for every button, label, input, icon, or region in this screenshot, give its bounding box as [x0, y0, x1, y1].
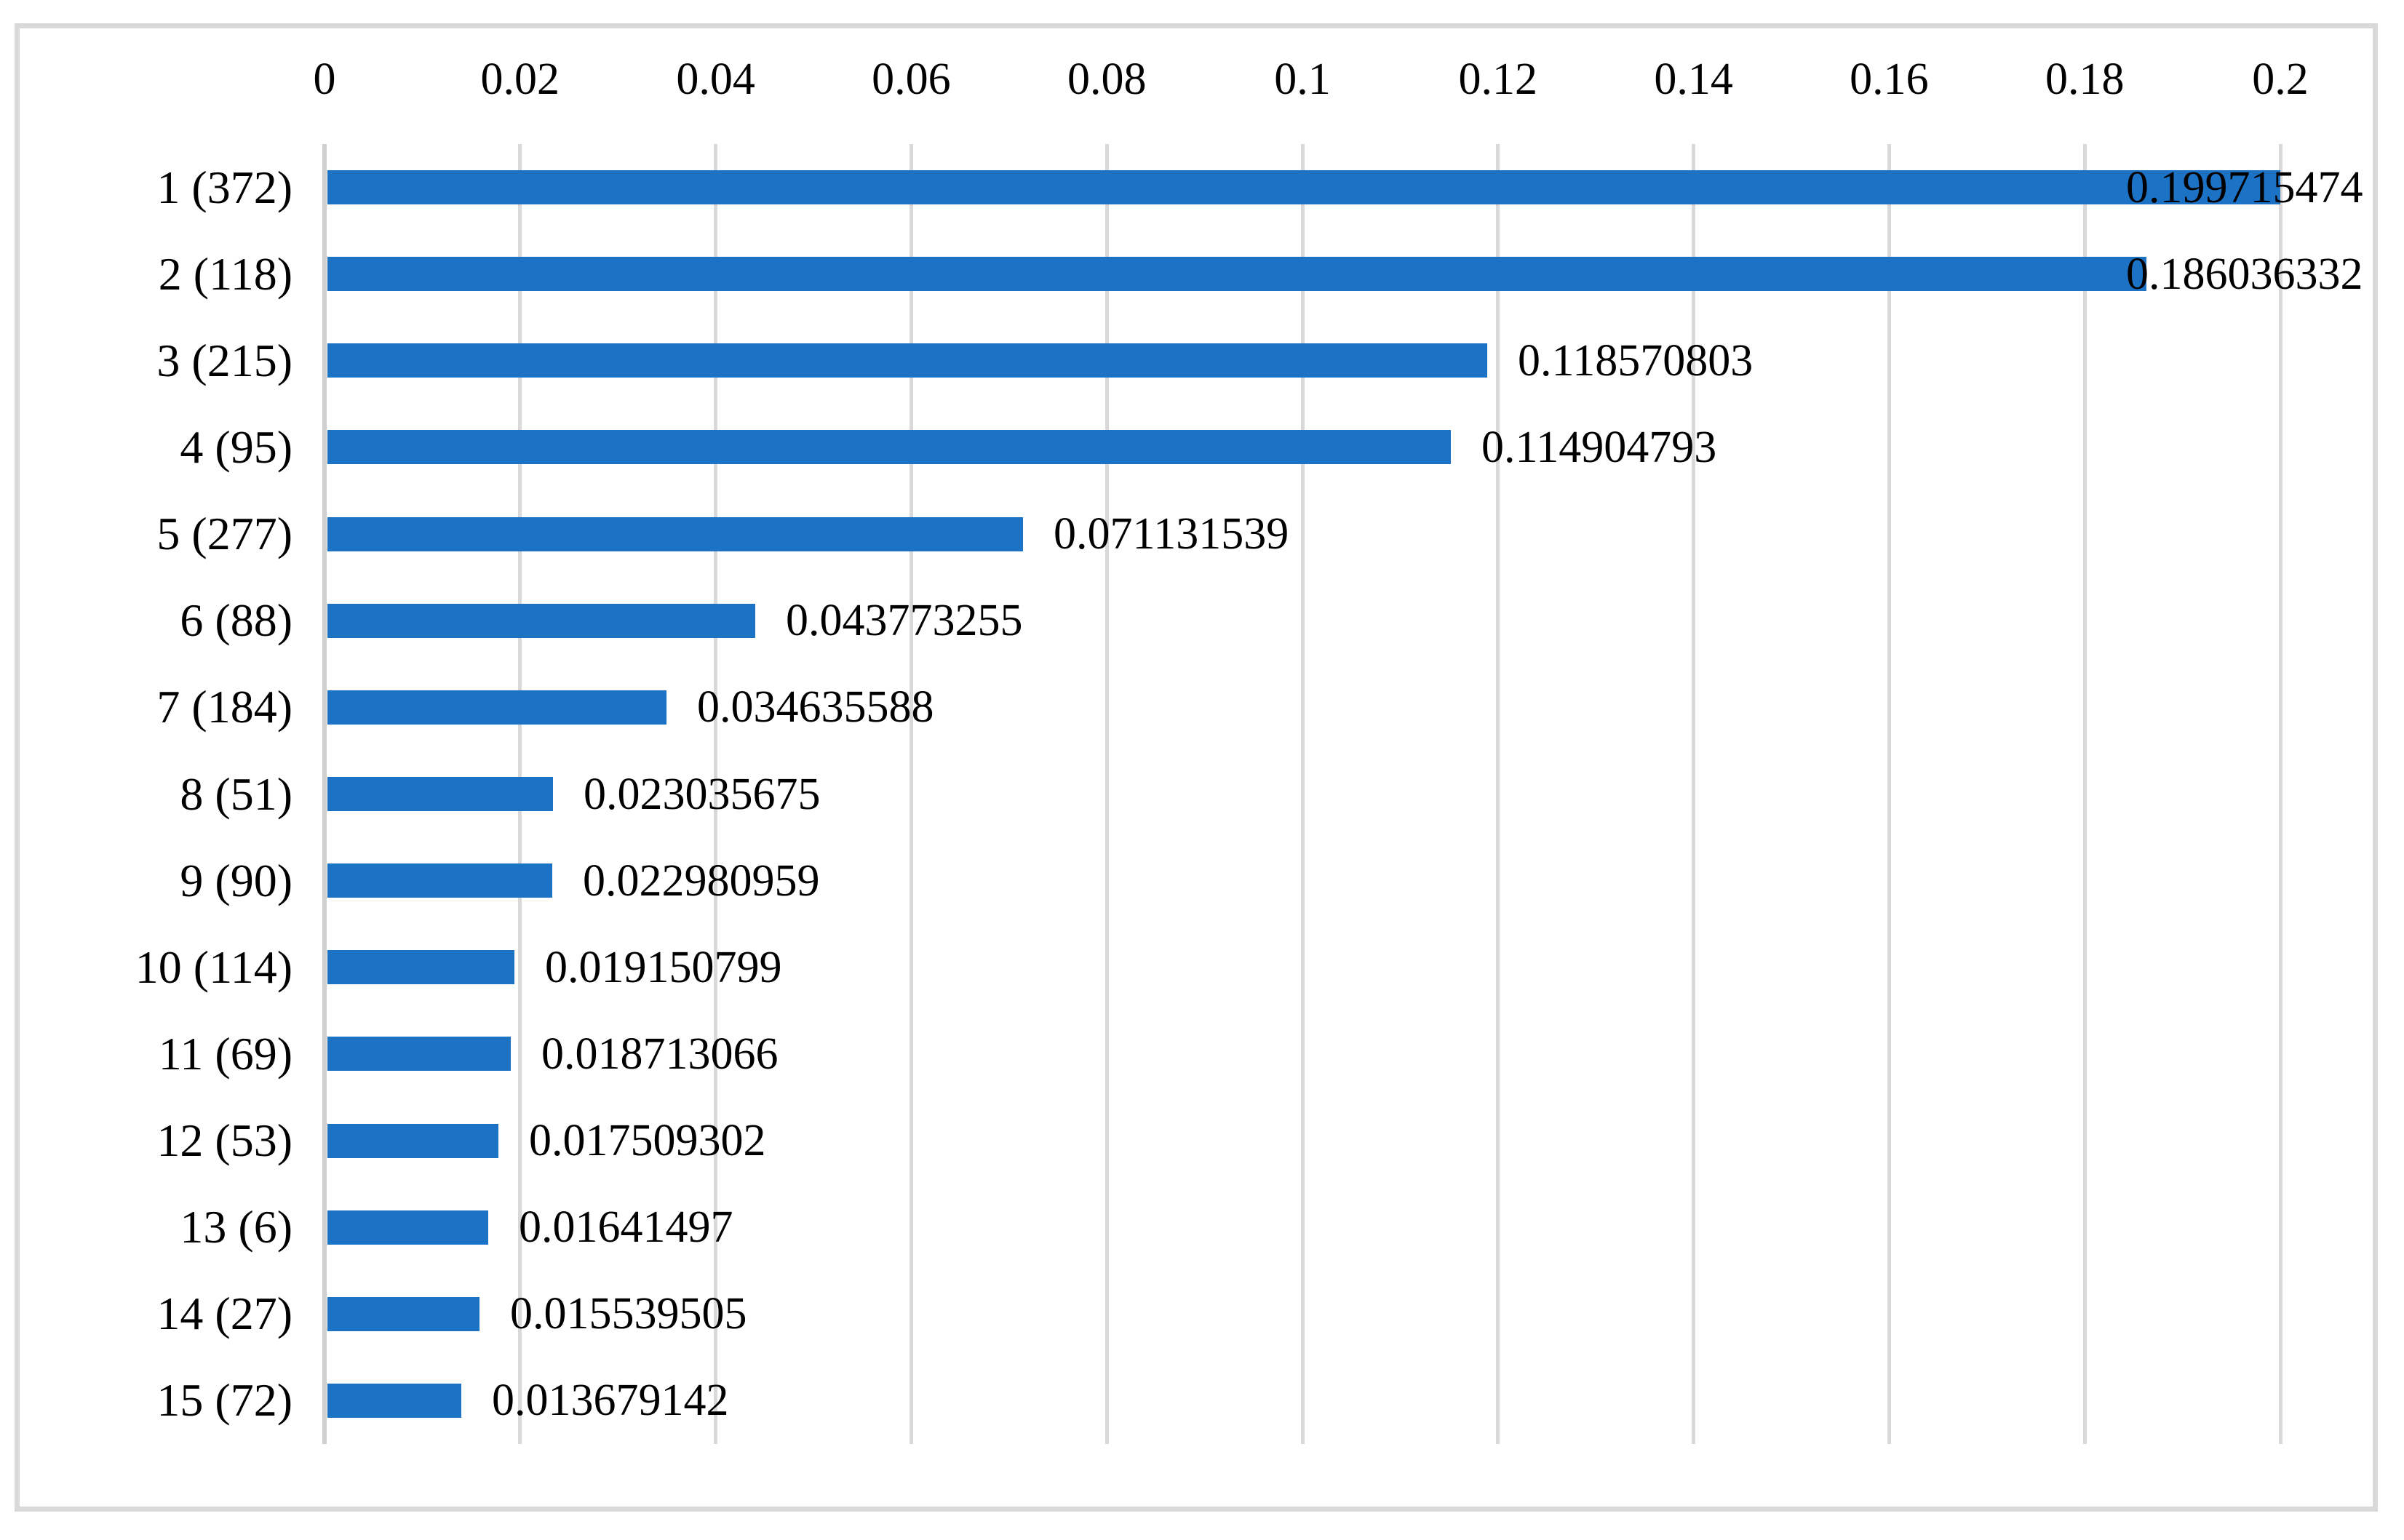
bar: [327, 170, 2280, 205]
axis-tick-label: 0.2: [2252, 55, 2309, 104]
bar: [327, 690, 666, 725]
category-label: 10 (114): [135, 941, 292, 993]
gridline: [2278, 144, 2282, 1444]
category-label: 3 (215): [156, 334, 292, 386]
category-label: 4 (95): [180, 420, 292, 473]
category-label: 7 (184): [156, 681, 292, 733]
value-label: 0.043773255: [786, 596, 1023, 646]
axis-tick-label: 0.18: [2045, 55, 2125, 104]
value-label: 0.015539505: [510, 1289, 747, 1339]
value-label: 0.013679142: [492, 1376, 729, 1426]
gridline: [1496, 144, 1500, 1444]
axis-tick-label: 0.12: [1458, 55, 1538, 104]
axis-tick-label: 0.04: [676, 55, 755, 104]
bar: [327, 950, 514, 985]
category-label: 11 (69): [158, 1027, 292, 1080]
category-label: 8 (51): [180, 767, 292, 820]
value-label: 0.118570803: [1518, 335, 1754, 386]
gridline: [1105, 144, 1109, 1444]
gridline: [909, 144, 913, 1444]
bar: [327, 343, 1487, 378]
value-label: 0.022980959: [583, 855, 820, 906]
category-label: 9 (90): [180, 854, 292, 906]
bar: [327, 1296, 479, 1331]
category-label: 2 (118): [158, 247, 292, 300]
axis-tick-label: 0.14: [1654, 55, 1733, 104]
axis-tick-label: 0.16: [1850, 55, 1929, 104]
axis-tick-label: 0.02: [480, 55, 560, 104]
value-label: 0.018713066: [541, 1029, 779, 1079]
value-label: 0.199715474: [2126, 162, 2363, 212]
value-label: 0.071131539: [1054, 509, 1289, 559]
bar: [327, 516, 1023, 551]
gridline: [1692, 144, 1696, 1444]
category-label: 13 (6): [180, 1201, 292, 1253]
category-label: 5 (277): [156, 508, 292, 560]
axis-tick-label: 0.06: [872, 55, 951, 104]
bar: [327, 1210, 488, 1245]
axis-tick-label: 0: [313, 55, 336, 104]
bar: [327, 430, 1451, 465]
bar: [327, 863, 552, 898]
value-label: 0.186036332: [2126, 249, 2363, 299]
gridline: [714, 144, 718, 1444]
bar: [327, 603, 755, 638]
bar: [327, 1383, 461, 1418]
category-label: 1 (372): [156, 161, 292, 213]
chart-frame: [15, 23, 2378, 1512]
axis-tick-label: 0.08: [1067, 55, 1147, 104]
category-label: 14 (27): [156, 1288, 292, 1340]
category-label: 12 (53): [156, 1114, 292, 1167]
value-label: 0.017509302: [529, 1116, 766, 1166]
gridline: [1300, 144, 1305, 1444]
value-label: 0.019150799: [545, 942, 782, 992]
gridline: [1887, 144, 1891, 1444]
bar: [327, 1123, 498, 1158]
value-label: 0.114904793: [1481, 422, 1717, 472]
axis-tick-label: 0.1: [1274, 55, 1331, 104]
value-label: 0.034635588: [697, 682, 934, 733]
value-axis-line: [322, 144, 327, 1444]
value-label: 0.023035675: [584, 769, 821, 819]
bar: [327, 257, 2146, 292]
value-label: 0.01641497: [519, 1202, 733, 1253]
bar: [327, 1037, 511, 1072]
bar: [327, 777, 553, 811]
category-label: 6 (88): [180, 594, 292, 647]
gridline: [2082, 144, 2087, 1444]
category-label: 15 (72): [156, 1374, 292, 1427]
